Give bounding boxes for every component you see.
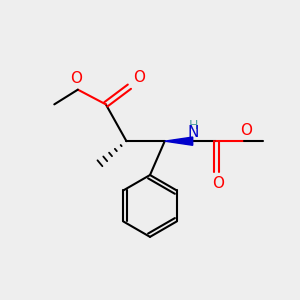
Text: O: O: [133, 70, 145, 85]
Text: O: O: [70, 71, 83, 86]
Text: O: O: [240, 123, 252, 138]
Polygon shape: [165, 137, 193, 145]
Text: O: O: [212, 176, 224, 191]
Text: H: H: [189, 119, 198, 132]
Text: N: N: [188, 125, 199, 140]
